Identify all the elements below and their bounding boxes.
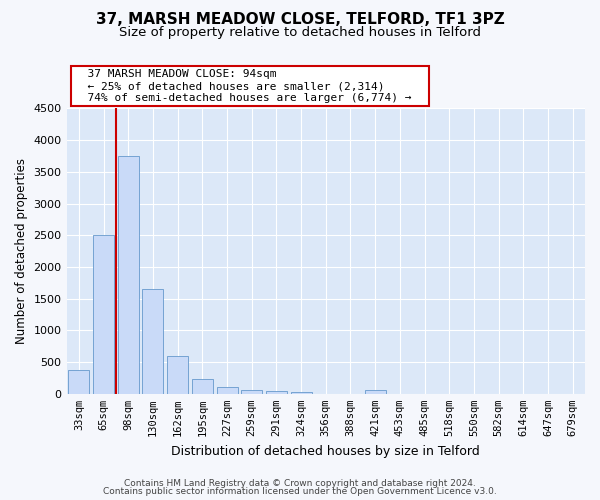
Bar	[266, 392, 287, 394]
Text: 37, MARSH MEADOW CLOSE, TELFORD, TF1 3PZ: 37, MARSH MEADOW CLOSE, TELFORD, TF1 3PZ	[95, 12, 505, 28]
X-axis label: Distribution of detached houses by size in Telford: Distribution of detached houses by size …	[172, 444, 480, 458]
Text: Contains public sector information licensed under the Open Government Licence v3: Contains public sector information licen…	[103, 487, 497, 496]
Bar	[93, 235, 114, 394]
Y-axis label: Number of detached properties: Number of detached properties	[15, 158, 28, 344]
Bar	[217, 387, 238, 394]
Bar	[68, 370, 89, 394]
Text: 37 MARSH MEADOW CLOSE: 94sqm  
  ← 25% of detached houses are smaller (2,314)  
: 37 MARSH MEADOW CLOSE: 94sqm ← 25% of de…	[74, 70, 425, 102]
Text: Size of property relative to detached houses in Telford: Size of property relative to detached ho…	[119, 26, 481, 39]
Bar	[290, 392, 311, 394]
Bar	[167, 356, 188, 394]
Bar	[118, 156, 139, 394]
Text: Contains HM Land Registry data © Crown copyright and database right 2024.: Contains HM Land Registry data © Crown c…	[124, 478, 476, 488]
Bar	[241, 390, 262, 394]
Bar	[142, 289, 163, 394]
Bar	[192, 379, 213, 394]
Bar	[365, 390, 386, 394]
